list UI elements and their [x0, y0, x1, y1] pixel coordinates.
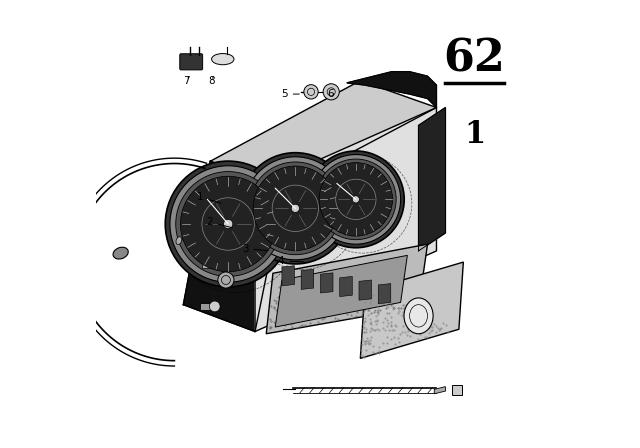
Text: 2: 2 [206, 217, 232, 228]
Text: 4: 4 [278, 256, 304, 266]
Circle shape [165, 161, 291, 287]
Ellipse shape [182, 233, 188, 241]
FancyBboxPatch shape [452, 385, 463, 395]
Polygon shape [340, 276, 352, 297]
Polygon shape [210, 81, 436, 188]
Circle shape [170, 166, 287, 282]
Circle shape [307, 151, 404, 248]
Circle shape [316, 159, 396, 240]
Circle shape [240, 153, 351, 264]
Polygon shape [282, 266, 294, 286]
Polygon shape [359, 280, 371, 300]
FancyBboxPatch shape [180, 54, 203, 70]
FancyBboxPatch shape [200, 303, 211, 310]
Text: 8: 8 [208, 76, 215, 86]
Text: 5: 5 [281, 89, 300, 99]
Circle shape [176, 172, 280, 276]
Polygon shape [266, 244, 428, 334]
Polygon shape [195, 220, 217, 233]
Text: 62: 62 [444, 38, 506, 81]
Circle shape [218, 272, 234, 288]
Circle shape [304, 85, 318, 99]
Polygon shape [378, 284, 391, 304]
Polygon shape [360, 262, 463, 358]
Circle shape [180, 176, 276, 272]
Ellipse shape [189, 229, 195, 237]
Circle shape [253, 166, 338, 250]
Circle shape [311, 155, 401, 244]
Circle shape [323, 84, 339, 100]
Circle shape [223, 220, 233, 228]
Circle shape [291, 204, 300, 212]
Ellipse shape [113, 247, 128, 259]
Polygon shape [347, 72, 436, 108]
Text: 1: 1 [464, 119, 485, 150]
FancyBboxPatch shape [202, 262, 212, 268]
Circle shape [249, 162, 342, 254]
Polygon shape [321, 273, 333, 293]
Ellipse shape [404, 298, 433, 334]
Ellipse shape [212, 54, 234, 65]
Circle shape [319, 163, 392, 236]
Circle shape [244, 157, 347, 260]
Ellipse shape [176, 237, 182, 245]
Polygon shape [435, 387, 445, 394]
Circle shape [352, 196, 360, 203]
Polygon shape [275, 255, 407, 327]
Circle shape [209, 301, 220, 312]
Text: 7: 7 [184, 76, 190, 86]
Polygon shape [419, 108, 445, 251]
Text: 1: 1 [197, 192, 221, 203]
Polygon shape [184, 161, 284, 332]
Text: 3: 3 [242, 244, 268, 254]
Polygon shape [255, 108, 436, 332]
Polygon shape [301, 269, 314, 289]
Text: 6: 6 [327, 89, 333, 99]
